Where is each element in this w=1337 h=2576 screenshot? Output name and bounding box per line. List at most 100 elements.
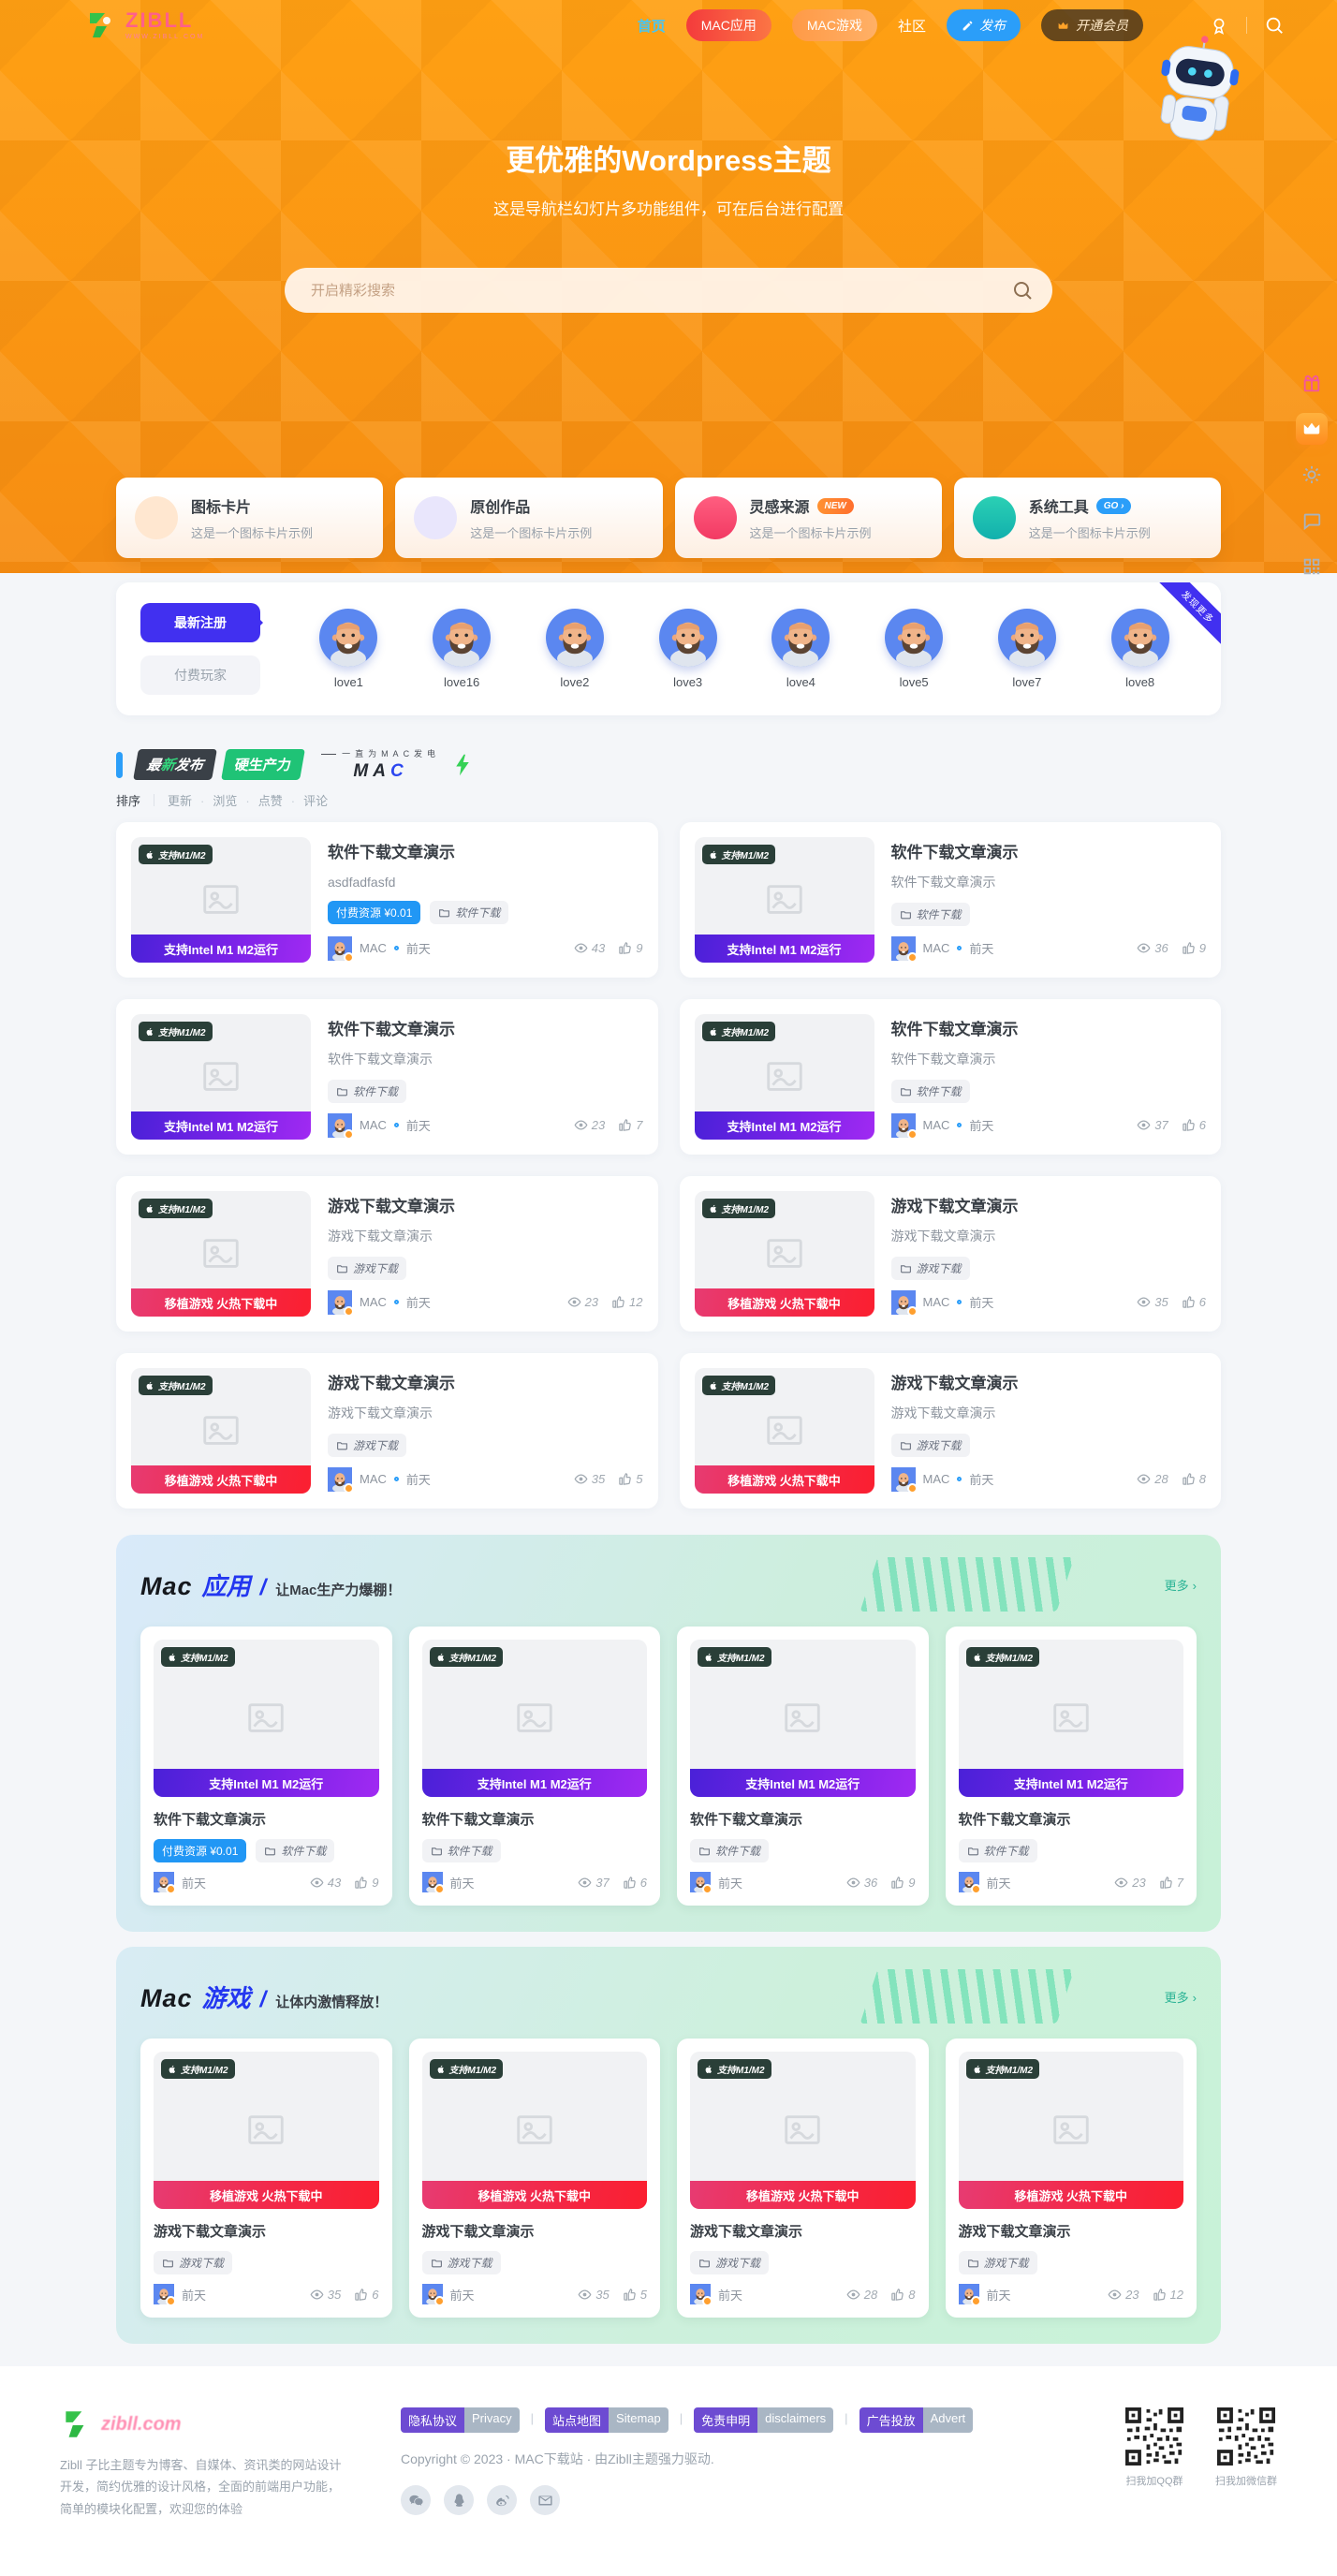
app-card[interactable]: 支持M1/M2 支持Intel M1 M2运行 软件下载文章演示 软件下载 [677,1627,929,1906]
post-title[interactable]: 软件下载文章演示 [328,844,455,861]
post-thumbnail[interactable]: 支持M1/M2 移植游戏 火热下载中 [421,2052,647,2209]
post-title[interactable]: 游戏下载文章演示 [890,1198,1019,1215]
author-avatar[interactable] [890,1112,918,1140]
post-title[interactable]: 游戏下载文章演示 [328,1375,455,1392]
post-thumbnail[interactable]: 支持M1/M2 支持Intel M1 M2运行 [131,837,311,963]
author-avatar[interactable] [421,1872,445,1894]
publish-button[interactable]: 发布 [947,9,1021,41]
author-avatar[interactable] [958,2284,981,2306]
nav-item-mac-apps[interactable]: MAC应用 [685,9,771,41]
sort-option[interactable]: 浏览 [192,791,237,809]
post-card[interactable]: 支持M1/M2 移植游戏 火热下载中 游戏下载文章演示 游戏下载文章演示 游戏下… [679,1176,1221,1332]
post-title[interactable]: 软件下载文章演示 [890,1021,1019,1038]
post-thumbnail[interactable]: 支持M1/M2 移植游戏 火热下载中 [958,2052,1183,2209]
category-tag[interactable]: 游戏下载 [890,1433,970,1457]
footer-link[interactable]: 广告投放 Advert [833,2407,974,2433]
user-item[interactable]: love5 [858,609,971,689]
tab-newest-users[interactable]: 最新注册 [140,603,263,642]
feature-card[interactable]: 原创作品 这是一个图标卡片示例 [395,478,663,558]
user-item[interactable]: love3 [631,609,744,689]
site-logo[interactable]: ZIBLL WWW.ZIBLL.COM [84,9,204,41]
post-card[interactable]: 支持M1/M2 支持Intel M1 M2运行 软件下载文章演示 软件下载文章演… [679,999,1221,1155]
app-card[interactable]: 支持M1/M2 支持Intel M1 M2运行 软件下载文章演示 软件下载 [945,1627,1197,1906]
post-title[interactable]: 软件下载文章演示 [154,1812,267,1828]
search-submit-icon[interactable] [1011,279,1034,302]
category-tag[interactable]: 软件下载 [430,901,509,925]
post-thumbnail[interactable]: 支持M1/M2 支持Intel M1 M2运行 [694,837,874,963]
sort-option[interactable]: 更新 [168,794,193,808]
footer-link[interactable]: 站点地图 Sitemap [520,2407,668,2433]
author-name[interactable]: MAC [360,1295,387,1310]
author-avatar[interactable] [154,2284,176,2306]
user-nickname[interactable]: love7 [1012,675,1042,689]
wechat-icon[interactable] [401,2485,431,2515]
author-name[interactable]: MAC [922,1295,950,1310]
user-item[interactable]: love7 [971,609,1084,689]
post-thumbnail[interactable]: 支持M1/M2 支持Intel M1 M2运行 [131,1014,311,1140]
footer-link[interactable]: 隐私协议 Privacy [401,2407,520,2433]
post-card[interactable]: 支持M1/M2 支持Intel M1 M2运行 软件下载文章演示 asdfadf… [116,822,658,978]
post-title[interactable]: 游戏下载文章演示 [421,2224,535,2240]
category-tag[interactable]: 游戏下载 [421,2251,501,2274]
nav-item-home[interactable]: 首页 [637,18,666,35]
author-avatar[interactable] [690,2284,713,2306]
post-title[interactable]: 软件下载文章演示 [890,844,1019,861]
vip-button[interactable]: 开通会员 [1041,9,1143,41]
nav-item-community[interactable]: 社区 [897,18,926,35]
post-thumbnail[interactable]: 支持M1/M2 移植游戏 火热下载中 [131,1191,311,1317]
gear-icon[interactable] [1296,459,1328,491]
app-card[interactable]: 支持M1/M2 支持Intel M1 M2运行 软件下载文章演示 软件下载 [408,1627,660,1906]
category-tag[interactable]: 游戏下载 [958,2251,1037,2274]
post-thumbnail[interactable]: 支持M1/M2 支持Intel M1 M2运行 [154,1640,379,1797]
game-card[interactable]: 支持M1/M2 移植游戏 火热下载中 游戏下载文章演示 游戏下载 [945,2039,1197,2318]
author-avatar[interactable] [328,935,354,963]
category-tag[interactable]: 软件下载 [890,1079,970,1103]
author-avatar[interactable] [328,1466,354,1494]
search-icon[interactable] [1264,15,1285,36]
user-item[interactable]: love8 [1083,609,1197,689]
post-title[interactable]: 游戏下载文章演示 [890,1375,1019,1392]
medal-icon[interactable] [1209,15,1229,36]
user-nickname[interactable]: love4 [786,675,815,689]
post-card[interactable]: 支持M1/M2 移植游戏 火热下载中 游戏下载文章演示 游戏下载文章演示 游戏下… [116,1353,658,1509]
author-name[interactable]: MAC [922,941,950,956]
post-thumbnail[interactable]: 支持M1/M2 移植游戏 火热下载中 [154,2052,379,2209]
author-name[interactable]: MAC [360,941,387,956]
post-title[interactable]: 游戏下载文章演示 [154,2224,267,2240]
user-nickname[interactable]: love2 [560,675,590,689]
weibo-icon[interactable] [487,2485,517,2515]
feature-card[interactable]: 系统工具 GO › 这是一个图标卡片示例 [953,478,1221,558]
game-card[interactable]: 支持M1/M2 移植游戏 火热下载中 游戏下载文章演示 游戏下载 [408,2039,660,2318]
post-title[interactable]: 软件下载文章演示 [421,1812,535,1828]
post-thumbnail[interactable]: 支持M1/M2 移植游戏 火热下载中 [694,1368,874,1494]
footer-logo[interactable]: zibll.com [60,2407,348,2441]
more-link[interactable]: 更多 [1165,1576,1197,1594]
author-name[interactable]: MAC [360,1472,387,1487]
author-avatar[interactable] [421,2284,445,2306]
category-tag[interactable]: 软件下载 [256,1839,335,1862]
tab-paid-users[interactable]: 付费玩家 [140,655,260,695]
author-avatar[interactable] [890,1466,918,1494]
author-name[interactable]: MAC [360,1118,387,1133]
post-title[interactable]: 软件下载文章演示 [958,1812,1071,1828]
user-nickname[interactable]: love1 [333,675,363,689]
user-item[interactable]: love1 [292,609,405,689]
post-thumbnail[interactable]: 支持M1/M2 移植游戏 火热下载中 [131,1368,311,1494]
user-item[interactable]: love4 [744,609,858,689]
user-nickname[interactable]: love8 [1125,675,1155,689]
search-input[interactable] [285,268,1052,313]
user-nickname[interactable]: love16 [443,675,480,689]
post-thumbnail[interactable]: 支持M1/M2 支持Intel M1 M2运行 [958,1640,1183,1797]
post-thumbnail[interactable]: 支持M1/M2 支持Intel M1 M2运行 [694,1014,874,1140]
user-nickname[interactable]: love5 [899,675,929,689]
game-card[interactable]: 支持M1/M2 移植游戏 火热下载中 游戏下载文章演示 游戏下载 [140,2039,392,2318]
author-name[interactable]: MAC [922,1472,950,1487]
more-link[interactable]: 更多 [1165,1988,1197,2006]
author-avatar[interactable] [328,1289,354,1317]
category-tag[interactable]: 游戏下载 [154,2251,233,2274]
game-card[interactable]: 支持M1/M2 移植游戏 火热下载中 游戏下载文章演示 游戏下载 [677,2039,929,2318]
nav-item-mac-games[interactable]: MAC游戏 [791,9,877,41]
category-tag[interactable]: 软件下载 [421,1839,501,1862]
author-name[interactable]: MAC [922,1118,950,1133]
post-title[interactable]: 游戏下载文章演示 [328,1198,455,1215]
